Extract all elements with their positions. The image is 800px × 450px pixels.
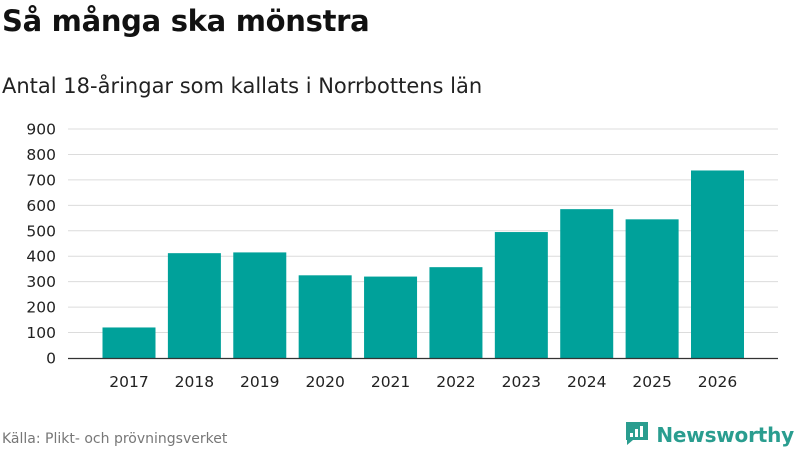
y-tick-label-800: 800: [26, 146, 56, 164]
x-tick-label-2020: 2020: [305, 373, 344, 391]
y-tick-label-900: 900: [26, 121, 56, 139]
bar-2021: [364, 276, 418, 358]
y-tick-label-400: 400: [26, 248, 56, 266]
bar-2020: [298, 275, 352, 358]
x-tick-label-2019: 2019: [240, 373, 279, 391]
y-axis-ticks: 0 100 200 300 400 500 600 700 800 900: [26, 121, 56, 368]
x-tick-label-2024: 2024: [567, 373, 606, 391]
newsworthy-logo-icon: [624, 420, 650, 450]
y-tick-label-700: 700: [26, 171, 56, 189]
y-tick-label-600: 600: [26, 197, 56, 215]
x-tick-label-2023: 2023: [502, 373, 541, 391]
bar-2017: [102, 327, 156, 358]
y-tick-label-0: 0: [46, 350, 56, 368]
x-tick-label-2022: 2022: [436, 373, 475, 391]
bar-2023: [494, 232, 548, 358]
bar-2025: [625, 219, 679, 358]
x-axis-ticks: 2017 2018 2019 2020 2021 2022 2023 2024 2025 2026: [109, 373, 737, 391]
y-tick-label-100: 100: [26, 324, 56, 342]
bar-2024: [560, 209, 614, 358]
x-tick-label-2017: 2017: [109, 373, 148, 391]
bar-2019: [233, 252, 287, 358]
y-tick-label-300: 300: [26, 273, 56, 291]
x-tick-label-2018: 2018: [175, 373, 214, 391]
bar-2018: [167, 253, 221, 358]
chart-subtitle: Antal 18-åringar som kallats i Norrbotte…: [2, 74, 483, 98]
y-tick-label-500: 500: [26, 222, 56, 240]
brand-logo: Newsworthy: [624, 420, 794, 450]
bars: [102, 170, 744, 358]
bar-2026: [691, 170, 744, 358]
y-tick-label-200: 200: [26, 299, 56, 317]
source-note: Källa: Plikt- och prövningsverket: [2, 431, 228, 447]
x-tick-label-2026: 2026: [698, 373, 737, 391]
x-tick-label-2025: 2025: [632, 373, 671, 391]
chart-title: Så många ska mönstra: [2, 4, 370, 38]
brand-name: Newsworthy: [656, 423, 794, 447]
bar-2022: [429, 267, 483, 358]
x-tick-label-2021: 2021: [371, 373, 410, 391]
